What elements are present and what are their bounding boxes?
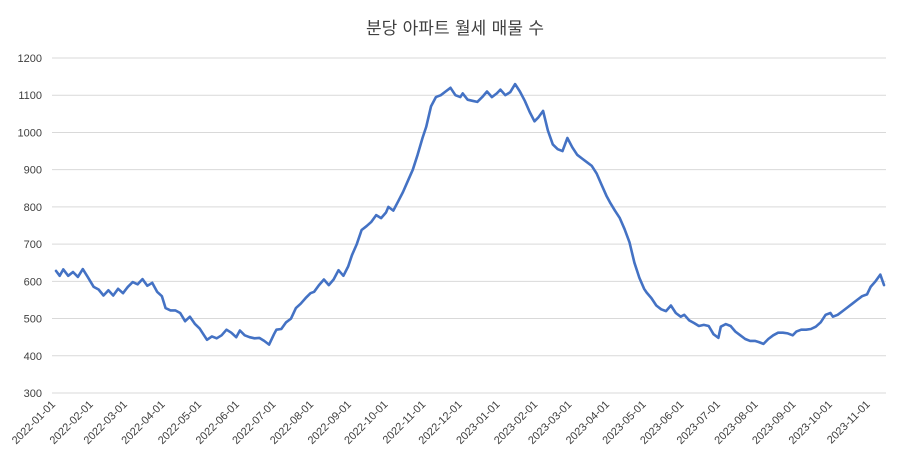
y-tick-label: 1200 <box>18 53 42 65</box>
series-line-0 <box>54 82 886 346</box>
y-tick-label: 500 <box>24 314 42 326</box>
y-axis-tick-labels: 300 400 500 600 700 800 900 1000 1100 1200 <box>18 53 42 400</box>
y-tick-label: 800 <box>24 202 42 214</box>
chart-title: 분당 아파트 월세 매물 수 <box>366 19 544 39</box>
y-tick-label: 400 <box>24 351 42 363</box>
y-tick-label: 300 <box>24 388 42 400</box>
y-tick-label: 600 <box>24 276 42 288</box>
y-tick-label: 900 <box>24 165 42 177</box>
y-tick-label: 1000 <box>18 127 42 139</box>
series-layer <box>54 82 886 346</box>
y-tick-label: 700 <box>24 239 42 251</box>
y-tick-label: 1100 <box>18 90 42 102</box>
